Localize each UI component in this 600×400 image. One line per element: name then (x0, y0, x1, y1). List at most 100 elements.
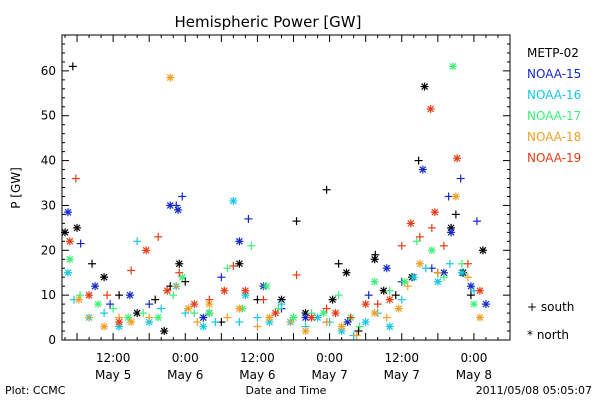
data-point (334, 259, 343, 268)
data-point (391, 291, 400, 300)
data-point (145, 313, 154, 322)
data-point (415, 259, 424, 268)
data-point (71, 174, 80, 183)
data-point (319, 309, 328, 318)
data-point (265, 313, 274, 322)
data-point (64, 268, 73, 277)
data-point (274, 304, 283, 313)
y-axis-label: P [GW] (9, 167, 23, 209)
data-point (426, 105, 435, 114)
data-point (235, 318, 244, 327)
data-point (370, 277, 379, 286)
data-point (139, 309, 148, 318)
x-tick-label-time: 12:00 (240, 351, 275, 365)
data-point (181, 309, 190, 318)
data-point (409, 273, 418, 282)
data-point (133, 309, 142, 318)
data-point (412, 237, 421, 246)
y-tick-label: 0 (48, 333, 56, 347)
data-point (151, 295, 160, 304)
data-point (382, 264, 391, 273)
data-points (61, 62, 490, 340)
data-point (127, 318, 136, 327)
data-point (472, 217, 481, 226)
data-point (115, 291, 124, 300)
data-point (355, 322, 364, 331)
data-point (127, 266, 136, 275)
x-tick-label-date: May 5 (95, 368, 131, 382)
data-point (133, 237, 142, 246)
legend-entry: NOAA-18 (527, 130, 581, 144)
data-point (181, 277, 190, 286)
data-point (253, 313, 262, 322)
data-point (199, 313, 208, 322)
data-point (88, 259, 97, 268)
data-point (343, 318, 352, 327)
data-point (217, 273, 226, 282)
data-point (370, 309, 379, 318)
data-point (142, 246, 151, 255)
x-tick-label-date: May 7 (311, 368, 347, 382)
data-point (286, 318, 295, 327)
data-point (193, 318, 202, 327)
data-point (361, 318, 370, 327)
data-point (481, 300, 490, 309)
data-point (91, 282, 100, 291)
data-point (85, 291, 94, 300)
x-tick-label-time: 12:00 (96, 351, 131, 365)
data-point (145, 300, 154, 309)
data-point (451, 210, 460, 219)
data-point (163, 286, 172, 295)
footer-credit: Plot: CCMC (5, 384, 66, 397)
data-point (400, 277, 409, 286)
data-point (451, 192, 460, 201)
data-point (331, 309, 340, 318)
data-point (241, 286, 250, 295)
data-point (73, 223, 82, 232)
data-point (65, 255, 74, 264)
data-point (334, 291, 343, 300)
data-point (361, 300, 370, 309)
data-point (448, 62, 457, 71)
data-point (337, 322, 346, 331)
data-point (94, 300, 103, 309)
data-point (371, 250, 380, 259)
y-tick-label: 50 (41, 109, 56, 123)
y-tick-label: 30 (41, 198, 56, 212)
data-point (346, 313, 355, 322)
data-point (364, 291, 373, 300)
data-point (74, 295, 83, 304)
y-tick-label: 20 (41, 243, 56, 257)
data-point (100, 273, 109, 282)
legend-entry: NOAA-19 (527, 151, 581, 165)
data-point (229, 196, 238, 205)
data-point (235, 237, 244, 246)
data-point (100, 322, 109, 331)
data-point (370, 255, 379, 264)
data-point (397, 241, 406, 250)
data-point (292, 217, 301, 226)
data-point (430, 208, 439, 217)
x-tick-label-time: 12:00 (384, 351, 419, 365)
data-point (106, 300, 115, 309)
footer-timestamp: 2011/05/08 05:05:07 (476, 384, 592, 397)
data-point (328, 295, 337, 304)
data-point (223, 264, 232, 273)
y-axis: 0 10 20 30 40 50 60 (41, 34, 510, 347)
data-point (205, 309, 214, 318)
data-point (103, 291, 112, 300)
data-point (65, 237, 74, 246)
data-point (190, 300, 199, 309)
data-point (154, 313, 163, 322)
data-point (439, 241, 448, 250)
data-point (457, 268, 466, 277)
data-point (406, 219, 415, 228)
data-point (456, 174, 465, 183)
symbol-legend-entry: * north (527, 328, 569, 342)
data-point (262, 282, 271, 291)
data-point (427, 223, 436, 232)
data-point (445, 259, 454, 268)
legend: METP-02 NOAA-15 NOAA-16 NOAA-17 NOAA-18 NOAA-… (527, 46, 581, 165)
symbol-legend-entry: + south (527, 300, 574, 314)
data-point (125, 291, 134, 300)
